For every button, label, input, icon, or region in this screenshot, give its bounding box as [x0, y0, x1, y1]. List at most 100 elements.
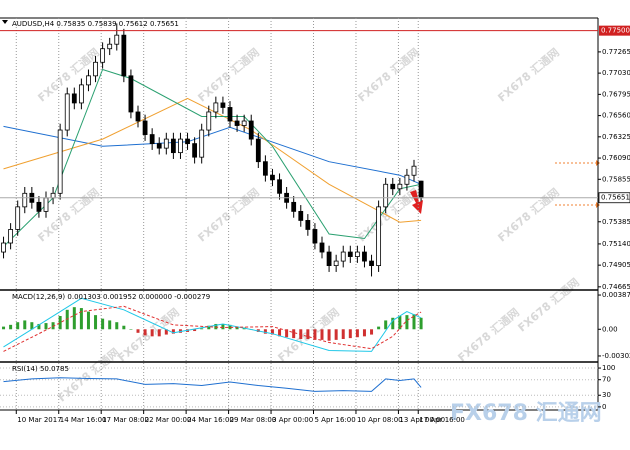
- candle-body: [354, 251, 360, 257]
- histogram-bar: [108, 320, 112, 330]
- y-tick-label: 100: [602, 364, 615, 372]
- histogram-bar: [58, 316, 62, 330]
- candle-body: [22, 192, 28, 208]
- histogram-bar: [200, 328, 204, 330]
- histogram-bar: [228, 324, 232, 330]
- candle-body: [170, 138, 176, 154]
- candle-body: [347, 251, 353, 257]
- candle-body: [369, 260, 374, 267]
- histogram-bar: [23, 320, 27, 330]
- candle-body: [376, 206, 382, 267]
- histogram-bar: [44, 323, 48, 330]
- candle-body: [71, 93, 77, 104]
- histogram-bar: [207, 325, 211, 330]
- histogram-bar: [79, 308, 83, 330]
- candle-body: [121, 34, 127, 77]
- candle-body: [298, 210, 304, 221]
- histogram-bar: [37, 323, 41, 330]
- candle-body: [178, 138, 183, 154]
- candle-body: [220, 102, 226, 108]
- candle-body: [185, 138, 190, 145]
- candle-body: [142, 120, 148, 135]
- menu-triangle: [2, 20, 8, 24]
- candle-body: [248, 120, 254, 140]
- candle-body: [326, 251, 332, 267]
- histogram-bar: [391, 317, 395, 330]
- y-tick-label: 0.003873: [602, 291, 630, 299]
- histogram-bar: [2, 326, 6, 330]
- histogram-bar: [115, 322, 119, 330]
- candle-body: [270, 174, 275, 181]
- candle-body: [319, 242, 325, 253]
- histogram-bar: [405, 315, 409, 330]
- y-tick-label: 0.76795: [602, 90, 630, 98]
- x-tick-label: 13 Apr 00:00: [399, 416, 445, 424]
- candle-body: [255, 138, 261, 163]
- candle-body: [100, 48, 106, 63]
- x-tick-label: 10 Apr 08:00: [357, 416, 403, 424]
- candle-body: [199, 129, 205, 158]
- candle-body: [213, 102, 219, 113]
- x-tick-label: 14 Mar 16:00: [60, 416, 107, 424]
- candle-body: [57, 129, 63, 194]
- candle-body: [15, 206, 21, 230]
- candle-body: [383, 183, 389, 208]
- candle-body: [163, 138, 169, 149]
- y-tick-label: 0.74665: [602, 283, 630, 291]
- candle-body: [36, 201, 42, 212]
- x-tick-label: 17 Mar 08:00: [102, 416, 149, 424]
- histogram-bar: [370, 329, 374, 335]
- candle-body: [362, 251, 367, 262]
- histogram-bar: [334, 329, 338, 340]
- histogram-bar: [341, 329, 345, 339]
- histogram-bar: [320, 329, 324, 340]
- histogram-bar: [143, 329, 147, 336]
- candle-body: [8, 229, 14, 244]
- histogram-bar: [86, 311, 90, 330]
- histogram-bar: [384, 320, 388, 330]
- histogram-bar: [157, 329, 161, 337]
- candle-body: [107, 43, 113, 50]
- x-tick-label: 17 Apr 16:00: [419, 416, 465, 424]
- y-tick-label: 0.76560: [602, 112, 630, 120]
- y-tick-label: 0.75140: [602, 240, 630, 248]
- candle-body: [262, 161, 268, 176]
- histogram-bar: [94, 315, 98, 330]
- y-tick-label: -0.00302: [602, 352, 630, 360]
- candle-body: [390, 183, 396, 190]
- candle-body: [418, 180, 424, 199]
- histogram-bar: [136, 329, 140, 333]
- histogram-bar: [285, 329, 289, 338]
- histogram-bar: [355, 329, 359, 338]
- histogram-bar: [164, 329, 168, 335]
- histogram-bar: [30, 322, 34, 330]
- y-tick-label: 0.00: [602, 325, 618, 333]
- histogram-bar: [129, 329, 133, 330]
- candle-body: [291, 201, 297, 212]
- histogram-bar: [122, 325, 126, 330]
- red-arrow: [410, 190, 423, 214]
- candle-body: [397, 183, 403, 190]
- candle-body: [128, 75, 134, 113]
- candle-body: [206, 111, 212, 131]
- histogram-bar: [412, 314, 416, 330]
- y-tick-label: 0.74905: [602, 261, 630, 269]
- histogram-bar: [65, 309, 69, 330]
- histogram-bar: [263, 329, 267, 334]
- histogram-bar: [51, 322, 55, 330]
- histogram-bar: [278, 329, 282, 337]
- x-tick-label: 3 Apr 00:00: [272, 416, 313, 424]
- candle-body: [114, 34, 120, 45]
- candle-body: [227, 107, 233, 122]
- y-tick-label: 0.77030: [602, 69, 630, 77]
- x-tick-label: 5 Apr 16:00: [315, 416, 356, 424]
- histogram-bar: [377, 326, 381, 330]
- histogram-bar: [362, 329, 366, 337]
- last-price-box: [598, 192, 630, 204]
- x-tick-label: 22 Mar 00:00: [145, 416, 192, 424]
- histogram-bar: [313, 329, 317, 340]
- histogram-bar: [101, 318, 105, 330]
- indicator-line: [3, 377, 422, 392]
- candle-body: [404, 174, 410, 185]
